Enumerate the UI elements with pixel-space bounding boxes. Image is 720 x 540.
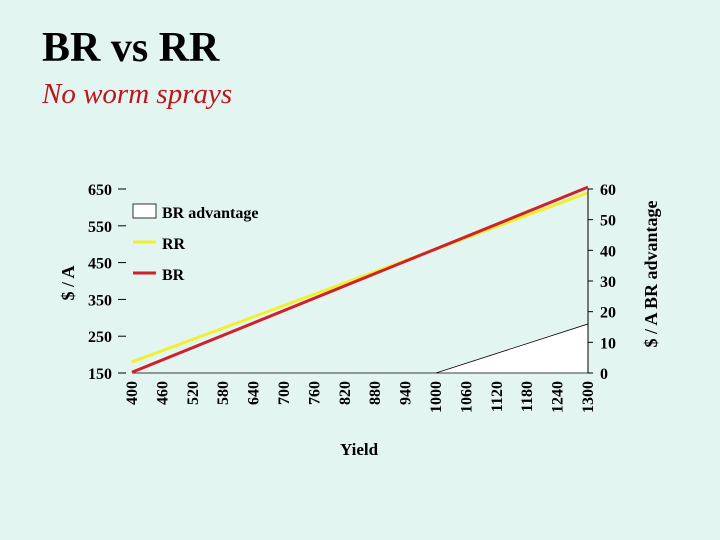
x-tick-label: 1300 — [580, 381, 597, 413]
legend-label-br: BR — [162, 267, 185, 284]
slide-title: BR vs RR — [42, 25, 220, 71]
y-tick-label: 550 — [88, 219, 112, 236]
legend: BR advantage RR BR — [132, 203, 258, 284]
legend-label-br-advantage: BR advantage — [162, 205, 258, 222]
x-tick-label: 700 — [276, 381, 293, 405]
x-tick-label: 1240 — [550, 381, 567, 413]
x-tick-label: 520 — [185, 381, 202, 405]
x-tick-label: 460 — [154, 381, 171, 405]
y-tick-label: 650 — [88, 182, 112, 199]
x-tick-label: 400 — [124, 381, 141, 405]
x-tick-label: 880 — [367, 381, 384, 405]
right-axis: 0 10 20 30 40 50 60 — [587, 182, 616, 383]
x-tick-label: 940 — [398, 381, 415, 405]
y2-tick-label: 30 — [600, 274, 616, 291]
y2-tick-label: 50 — [600, 213, 616, 230]
y2-axis-label: $ / A BR advantage — [641, 200, 661, 347]
y-tick-label: 250 — [88, 329, 112, 346]
y-tick-label: 150 — [88, 366, 112, 383]
legend-label-rr: RR — [162, 236, 186, 253]
left-axis: 150 250 350 450 550 650 — [88, 182, 126, 383]
x-axis: 400 460 520 580 640 700 760 820 880 940 1000 1060 11… — [124, 381, 597, 413]
y2-tick-label: 60 — [600, 182, 616, 199]
legend-swatch-br-advantage — [132, 203, 157, 219]
series-rr-line — [131, 191, 589, 364]
y-tick-label: 450 — [88, 256, 112, 273]
x-tick-label: 1000 — [428, 381, 445, 413]
y-tick-label: 350 — [88, 292, 112, 309]
x-tick-label: 640 — [246, 381, 263, 405]
y2-tick-label: 10 — [600, 335, 616, 352]
x-tick-label: 1180 — [519, 381, 536, 412]
x-tick-label: 820 — [337, 381, 354, 405]
series-br-line — [131, 185, 589, 374]
x-axis-label: Yield — [340, 440, 379, 459]
y-axis-label: $ / A — [58, 265, 78, 300]
y2-tick-label: 0 — [600, 366, 608, 383]
x-tick-label: 760 — [306, 381, 323, 405]
y2-tick-label: 40 — [600, 243, 616, 260]
x-tick-label: 1120 — [489, 381, 506, 412]
x-tick-label: 580 — [215, 381, 232, 405]
x-tick-label: 1060 — [458, 381, 475, 413]
y2-tick-label: 20 — [600, 305, 616, 322]
slide-subtitle: No worm sprays — [42, 78, 233, 110]
series-br-advantage-area — [132, 323, 589, 374]
